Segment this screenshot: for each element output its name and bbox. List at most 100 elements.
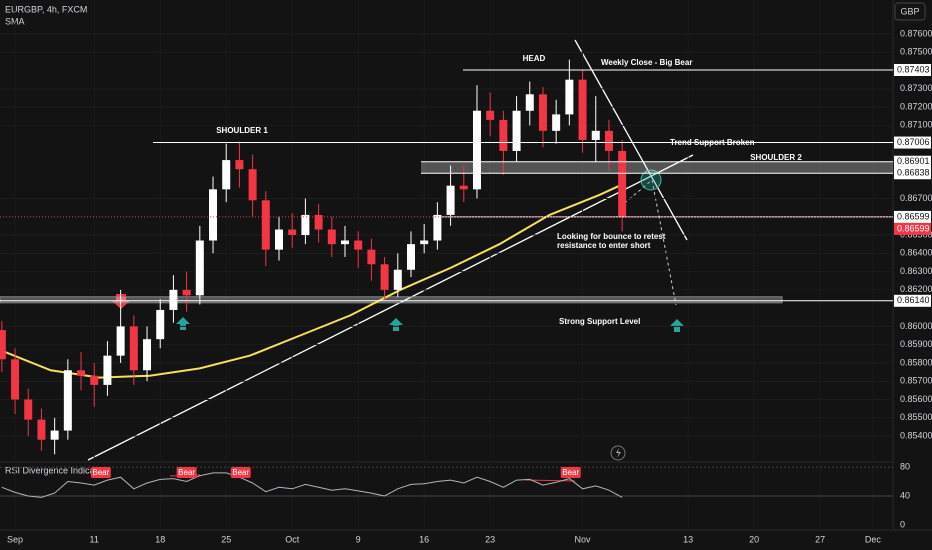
level-tag (894, 210, 931, 223)
annotation: Trend Support Broken (670, 138, 755, 147)
annotation: Looking for bounce to retest (557, 232, 666, 241)
level-tag (894, 155, 931, 168)
candle-body (406, 244, 415, 270)
up-arrow (389, 318, 403, 331)
candle-body (420, 240, 429, 245)
y-tick-label: 0.85900 (900, 339, 932, 349)
candle-body (143, 339, 152, 371)
bear-signal-label: Bear (92, 468, 109, 477)
level-tag-label: 0.86901 (897, 156, 930, 166)
candle-body (77, 370, 86, 376)
currency-label[interactable]: GBP (900, 6, 919, 16)
level-tag-label: 0.86140 (897, 295, 930, 305)
candle-body (512, 110, 521, 151)
y-tick-label: 0.87300 (900, 83, 932, 93)
x-tick-label: 9 (356, 534, 361, 544)
candle-body (472, 110, 481, 190)
candle-body (618, 150, 627, 217)
rsi-tick-label: 0 (900, 519, 905, 529)
x-tick-label: 13 (683, 534, 693, 544)
level-tag-label: 0.86838 (897, 168, 930, 178)
candle-body (367, 249, 376, 265)
trendline (574, 39, 688, 241)
level-tag (894, 136, 931, 149)
candle-body (538, 94, 547, 131)
y-tick-label: 0.86700 (900, 193, 932, 203)
candle-body (433, 214, 442, 241)
x-tick-label: Dec (865, 534, 882, 544)
up-arrow (670, 319, 684, 332)
x-tick-label: Nov (575, 534, 592, 544)
candle-body (169, 289, 178, 310)
bear-signal (176, 467, 197, 478)
candle-body (37, 419, 46, 440)
bear-signal-label: Bear (562, 468, 579, 477)
divergence-line (524, 479, 576, 482)
y-tick-label: 0.87200 (900, 101, 932, 111)
retest-circle (640, 169, 662, 191)
level-tag (894, 167, 931, 180)
candle-body (301, 214, 310, 236)
candle-body (459, 185, 468, 190)
level-tag-label: 0.87403 (897, 64, 930, 74)
candle-body (486, 110, 495, 120)
candle-body (314, 214, 323, 230)
candle-body (578, 79, 587, 140)
candle-body (446, 185, 455, 215)
candle-body (525, 94, 534, 111)
candle-body (129, 326, 138, 371)
candle-body (156, 309, 165, 340)
bear-signal-label: Bear (232, 468, 249, 477)
candle-body (288, 229, 297, 236)
y-tick-label: 0.85700 (900, 376, 932, 386)
y-tick-label: 0.86400 (900, 248, 932, 258)
x-tick-label: Sep (7, 534, 23, 544)
x-tick-label: 11 (90, 534, 99, 544)
up-arrow (176, 317, 190, 330)
y-tick-label: 0.87500 (900, 47, 932, 57)
candle-body (327, 229, 336, 245)
candle-body (103, 355, 112, 385)
candle-body (11, 359, 20, 400)
level-tag-label: 0.87006 (897, 137, 930, 147)
candle-body (222, 160, 231, 190)
resistance-zone (421, 161, 893, 174)
x-tick-label: Oct (285, 534, 300, 544)
candle-body (552, 114, 561, 131)
annotation: Weekly Close - Big Bear (601, 58, 692, 67)
y-tick-label: 0.86300 (900, 266, 932, 276)
candle-body (499, 119, 508, 151)
current-price-label: 0.86599 (897, 223, 930, 233)
rsi-line (1, 472, 623, 498)
y-tick-label: 0.86200 (900, 284, 932, 294)
candle-body (24, 399, 33, 420)
currency-button[interactable] (894, 2, 926, 21)
candle-body (235, 160, 244, 170)
replay-icon-bolt (616, 448, 621, 458)
bear-signal-label: Bear (178, 468, 195, 477)
annotation: Strong Support Level (559, 317, 640, 326)
candle-body (565, 79, 574, 115)
rsi-title: RSI Divergence Indicator (5, 465, 105, 475)
candle-body (604, 130, 613, 151)
bear-signal (560, 467, 581, 478)
y-tick-label: 0.85800 (900, 357, 932, 367)
y-tick-label: 0.87600 (900, 28, 932, 38)
candle-body (591, 130, 600, 140)
symbol-title: EURGBP, 4h, FXCM (5, 4, 87, 14)
x-tick-label: 20 (749, 534, 759, 544)
level-tag (894, 294, 931, 307)
candle-body (182, 289, 191, 296)
candle-body (116, 326, 125, 356)
candle-body (90, 375, 99, 385)
candle-body (63, 370, 72, 431)
x-tick-label: 27 (815, 534, 825, 544)
x-tick-label: 16 (419, 534, 429, 544)
replay-icon[interactable] (610, 445, 626, 461)
candle-body (393, 269, 402, 290)
y-tick-label: 0.85600 (900, 394, 932, 404)
trendline (87, 154, 694, 461)
y-tick-label: 0.87100 (900, 120, 932, 130)
